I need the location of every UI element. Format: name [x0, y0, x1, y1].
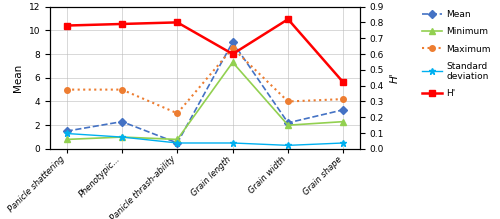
Y-axis label: H': H'	[390, 72, 400, 83]
Line: Mean: Mean	[64, 39, 346, 146]
Standard
deviation	[285, 144, 291, 147]
Standard
deviation	[340, 142, 346, 144]
H'	[285, 18, 291, 21]
H'	[174, 21, 180, 24]
Minimum	[174, 138, 180, 141]
Mean	[340, 108, 346, 111]
Line: Minimum: Minimum	[63, 59, 347, 143]
Standard
deviation	[119, 136, 125, 138]
Line: Standard
deviation: Standard deviation	[63, 130, 347, 149]
H'	[64, 24, 70, 27]
H'	[340, 81, 346, 84]
Line: H': H'	[64, 16, 346, 85]
Minimum	[119, 136, 125, 138]
Maximum	[285, 100, 291, 103]
Maximum	[230, 47, 235, 49]
Legend: Mean, Minimum, Maximum, Standard
deviation, H': Mean, Minimum, Maximum, Standard deviati…	[420, 8, 493, 100]
Maximum	[340, 98, 346, 100]
Mean	[285, 122, 291, 124]
Mean	[174, 142, 180, 144]
Standard
deviation	[230, 142, 235, 144]
Minimum	[340, 120, 346, 123]
Maximum	[64, 88, 70, 91]
Mean	[119, 120, 125, 123]
H'	[119, 23, 125, 25]
Minimum	[64, 138, 70, 141]
H'	[230, 53, 235, 55]
Standard
deviation	[174, 142, 180, 144]
Minimum	[285, 124, 291, 127]
Minimum	[230, 61, 235, 64]
Standard
deviation	[64, 132, 70, 135]
Line: Maximum: Maximum	[64, 45, 346, 116]
Maximum	[174, 112, 180, 115]
Mean	[230, 41, 235, 43]
Y-axis label: Mean: Mean	[13, 64, 23, 92]
Maximum	[119, 88, 125, 91]
Mean	[64, 130, 70, 132]
